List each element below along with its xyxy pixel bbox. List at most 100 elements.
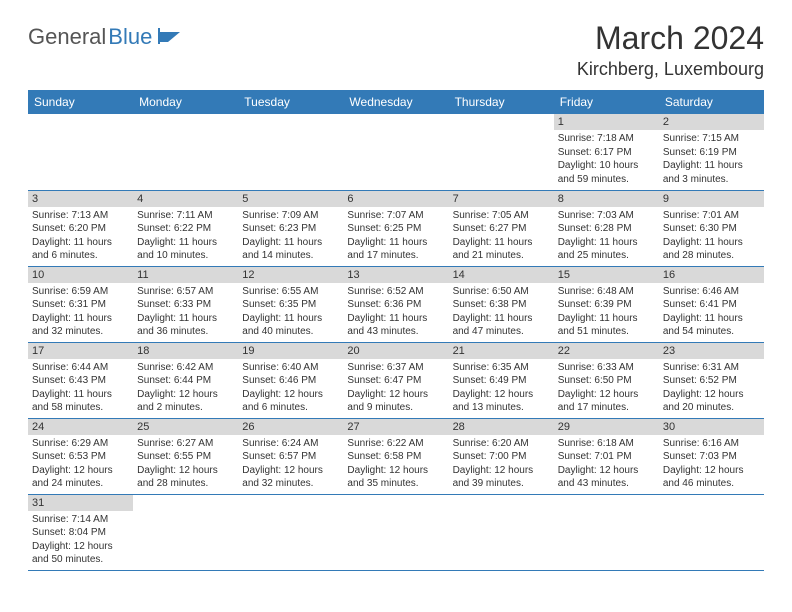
month-title: March 2024 [577,20,764,57]
calendar-head: SundayMondayTuesdayWednesdayThursdayFrid… [28,90,764,114]
daylight-text: Daylight: 11 hours and 6 minutes. [32,236,129,263]
day-cell-10: 10Sunrise: 6:59 AMSunset: 6:31 PMDayligh… [28,266,133,342]
daylight-text: Daylight: 11 hours and 47 minutes. [453,312,550,339]
empty-cell [343,114,448,190]
sunrise-text: Sunrise: 7:11 AM [137,209,234,223]
empty-cell [28,114,133,190]
day-header-wednesday: Wednesday [343,90,448,114]
sunrise-text: Sunrise: 6:42 AM [137,361,234,375]
daylight-text: Daylight: 11 hours and 32 minutes. [32,312,129,339]
logo: General Blue [28,20,182,50]
day-cell-29: 29Sunrise: 6:18 AMSunset: 7:01 PMDayligh… [554,418,659,494]
sunset-text: Sunset: 6:36 PM [347,298,444,312]
day-details: Sunrise: 7:01 AMSunset: 6:30 PMDaylight:… [659,207,764,265]
sunrise-text: Sunrise: 7:01 AM [663,209,760,223]
day-details: Sunrise: 6:29 AMSunset: 6:53 PMDaylight:… [28,435,133,493]
sunset-text: Sunset: 6:17 PM [558,146,655,160]
daylight-text: Daylight: 12 hours and 46 minutes. [663,464,760,491]
sunrise-text: Sunrise: 7:15 AM [663,132,760,146]
sunrise-text: Sunrise: 6:46 AM [663,285,760,299]
sunset-text: Sunset: 6:49 PM [453,374,550,388]
day-header-row: SundayMondayTuesdayWednesdayThursdayFrid… [28,90,764,114]
day-number: 4 [133,191,238,207]
day-cell-25: 25Sunrise: 6:27 AMSunset: 6:55 PMDayligh… [133,418,238,494]
daylight-text: Daylight: 12 hours and 28 minutes. [137,464,234,491]
calendar-body: 1Sunrise: 7:18 AMSunset: 6:17 PMDaylight… [28,114,764,570]
day-details: Sunrise: 7:07 AMSunset: 6:25 PMDaylight:… [343,207,448,265]
day-cell-30: 30Sunrise: 6:16 AMSunset: 7:03 PMDayligh… [659,418,764,494]
day-cell-20: 20Sunrise: 6:37 AMSunset: 6:47 PMDayligh… [343,342,448,418]
sunrise-text: Sunrise: 6:59 AM [32,285,129,299]
day-details: Sunrise: 6:20 AMSunset: 7:00 PMDaylight:… [449,435,554,493]
sunset-text: Sunset: 6:35 PM [242,298,339,312]
sunrise-text: Sunrise: 6:27 AM [137,437,234,451]
sunset-text: Sunset: 6:41 PM [663,298,760,312]
day-number: 7 [449,191,554,207]
calendar-page: General Blue March 2024 Kirchberg, Luxem… [0,0,792,591]
daylight-text: Daylight: 12 hours and 2 minutes. [137,388,234,415]
week-row: 24Sunrise: 6:29 AMSunset: 6:53 PMDayligh… [28,418,764,494]
daylight-text: Daylight: 12 hours and 35 minutes. [347,464,444,491]
day-number: 26 [238,419,343,435]
day-details: Sunrise: 6:57 AMSunset: 6:33 PMDaylight:… [133,283,238,341]
flag-icon [158,28,182,49]
day-details: Sunrise: 6:59 AMSunset: 6:31 PMDaylight:… [28,283,133,341]
location: Kirchberg, Luxembourg [577,59,764,80]
day-cell-23: 23Sunrise: 6:31 AMSunset: 6:52 PMDayligh… [659,342,764,418]
day-cell-24: 24Sunrise: 6:29 AMSunset: 6:53 PMDayligh… [28,418,133,494]
day-number: 27 [343,419,448,435]
sunset-text: Sunset: 6:25 PM [347,222,444,236]
week-row: 1Sunrise: 7:18 AMSunset: 6:17 PMDaylight… [28,114,764,190]
sunset-text: Sunset: 6:53 PM [32,450,129,464]
day-header-thursday: Thursday [449,90,554,114]
day-cell-21: 21Sunrise: 6:35 AMSunset: 6:49 PMDayligh… [449,342,554,418]
day-cell-14: 14Sunrise: 6:50 AMSunset: 6:38 PMDayligh… [449,266,554,342]
daylight-text: Daylight: 12 hours and 43 minutes. [558,464,655,491]
day-number: 6 [343,191,448,207]
day-number: 24 [28,419,133,435]
day-cell-12: 12Sunrise: 6:55 AMSunset: 6:35 PMDayligh… [238,266,343,342]
sunset-text: Sunset: 6:43 PM [32,374,129,388]
day-cell-19: 19Sunrise: 6:40 AMSunset: 6:46 PMDayligh… [238,342,343,418]
sunset-text: Sunset: 6:22 PM [137,222,234,236]
sunset-text: Sunset: 6:31 PM [32,298,129,312]
day-number: 3 [28,191,133,207]
day-details: Sunrise: 6:44 AMSunset: 6:43 PMDaylight:… [28,359,133,417]
daylight-text: Daylight: 11 hours and 51 minutes. [558,312,655,339]
sunset-text: Sunset: 6:38 PM [453,298,550,312]
daylight-text: Daylight: 11 hours and 54 minutes. [663,312,760,339]
sunrise-text: Sunrise: 6:24 AM [242,437,339,451]
day-details: Sunrise: 6:24 AMSunset: 6:57 PMDaylight:… [238,435,343,493]
daylight-text: Daylight: 11 hours and 3 minutes. [663,159,760,186]
daylight-text: Daylight: 10 hours and 59 minutes. [558,159,655,186]
day-details: Sunrise: 6:27 AMSunset: 6:55 PMDaylight:… [133,435,238,493]
day-details: Sunrise: 6:42 AMSunset: 6:44 PMDaylight:… [133,359,238,417]
daylight-text: Daylight: 12 hours and 13 minutes. [453,388,550,415]
sunrise-text: Sunrise: 6:52 AM [347,285,444,299]
day-number: 29 [554,419,659,435]
day-number: 28 [449,419,554,435]
day-details: Sunrise: 6:48 AMSunset: 6:39 PMDaylight:… [554,283,659,341]
sunrise-text: Sunrise: 6:37 AM [347,361,444,375]
daylight-text: Daylight: 12 hours and 6 minutes. [242,388,339,415]
day-cell-6: 6Sunrise: 7:07 AMSunset: 6:25 PMDaylight… [343,190,448,266]
day-details: Sunrise: 6:46 AMSunset: 6:41 PMDaylight:… [659,283,764,341]
daylight-text: Daylight: 11 hours and 36 minutes. [137,312,234,339]
week-row: 17Sunrise: 6:44 AMSunset: 6:43 PMDayligh… [28,342,764,418]
sunrise-text: Sunrise: 6:44 AM [32,361,129,375]
daylight-text: Daylight: 11 hours and 10 minutes. [137,236,234,263]
day-details: Sunrise: 6:35 AMSunset: 6:49 PMDaylight:… [449,359,554,417]
sunset-text: Sunset: 6:28 PM [558,222,655,236]
daylight-text: Daylight: 12 hours and 24 minutes. [32,464,129,491]
day-number: 8 [554,191,659,207]
day-cell-15: 15Sunrise: 6:48 AMSunset: 6:39 PMDayligh… [554,266,659,342]
day-number: 9 [659,191,764,207]
sunrise-text: Sunrise: 6:20 AM [453,437,550,451]
day-details: Sunrise: 7:14 AMSunset: 8:04 PMDaylight:… [28,511,133,569]
sunset-text: Sunset: 6:19 PM [663,146,760,160]
day-cell-11: 11Sunrise: 6:57 AMSunset: 6:33 PMDayligh… [133,266,238,342]
empty-cell [554,494,659,570]
sunrise-text: Sunrise: 6:29 AM [32,437,129,451]
day-cell-17: 17Sunrise: 6:44 AMSunset: 6:43 PMDayligh… [28,342,133,418]
sunset-text: Sunset: 6:44 PM [137,374,234,388]
